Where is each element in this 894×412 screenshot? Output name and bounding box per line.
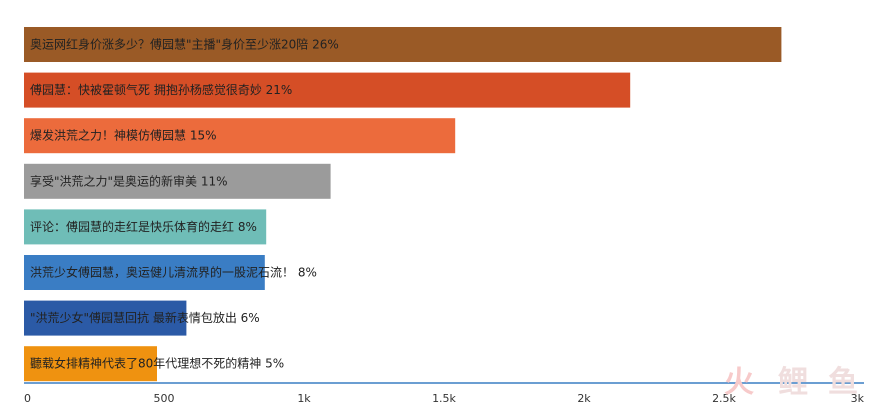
x-tick-label: 500 <box>154 392 175 405</box>
bar[interactable] <box>24 209 267 245</box>
bar[interactable] <box>24 27 782 62</box>
x-tick-label: 2k <box>577 392 591 405</box>
watermark: 火 鲤 鱼 <box>724 365 858 400</box>
x-tick-label: 3k <box>851 392 865 405</box>
bar-label: 爆发洪荒之力！神模仿傅园慧 15% <box>30 128 217 143</box>
bar-label: 洪荒少女傅园慧，奥运健儿清流界的一股泥石流！ 8% <box>30 265 317 280</box>
bars-group <box>24 27 782 382</box>
bar[interactable] <box>24 118 456 154</box>
x-tick-label: 2.5k <box>712 392 736 405</box>
x-tick-label: 1.5k <box>432 392 456 405</box>
x-tick-labels-group: 0 500 1k 1.5k 2k 2.5k 3k <box>24 392 865 405</box>
bar[interactable] <box>24 300 187 336</box>
x-tick-label: 0 <box>24 392 31 405</box>
bar-label: 奥运网红身价涨多少？傅园慧"主播"身价至少涨20陪 26% <box>30 37 339 52</box>
watermark-char-3: 鱼 <box>828 365 858 400</box>
bar-label: 评论：傅园慧的走红是快乐体育的走红 8% <box>30 219 257 234</box>
bar[interactable] <box>24 72 631 108</box>
bar[interactable] <box>24 346 157 382</box>
bar-label: 傅园慧：快被霍顿气死 拥抱孙杨感觉很奇妙 21% <box>30 82 292 97</box>
bar-labels-group: 奥运网红身价涨多少？傅园慧"主播"身价至少涨20陪 26% 傅园慧：快被霍顿气死 … <box>30 37 339 371</box>
bar-label: "洪荒少女"傅园慧回抗 最新表情包放出 6% <box>30 310 260 325</box>
bar[interactable] <box>24 255 265 290</box>
bar[interactable] <box>24 163 331 199</box>
watermark-char-1: 火 <box>724 365 754 400</box>
watermark-char-2: 鲤 <box>778 365 808 400</box>
x-tick-label: 1k <box>297 392 311 405</box>
bar-label: 享受"洪荒之力"是奥运的新审美 11% <box>30 173 228 188</box>
bar-label: 聽载女排精神代表了80年代理想不死的精神 5% <box>30 356 284 371</box>
